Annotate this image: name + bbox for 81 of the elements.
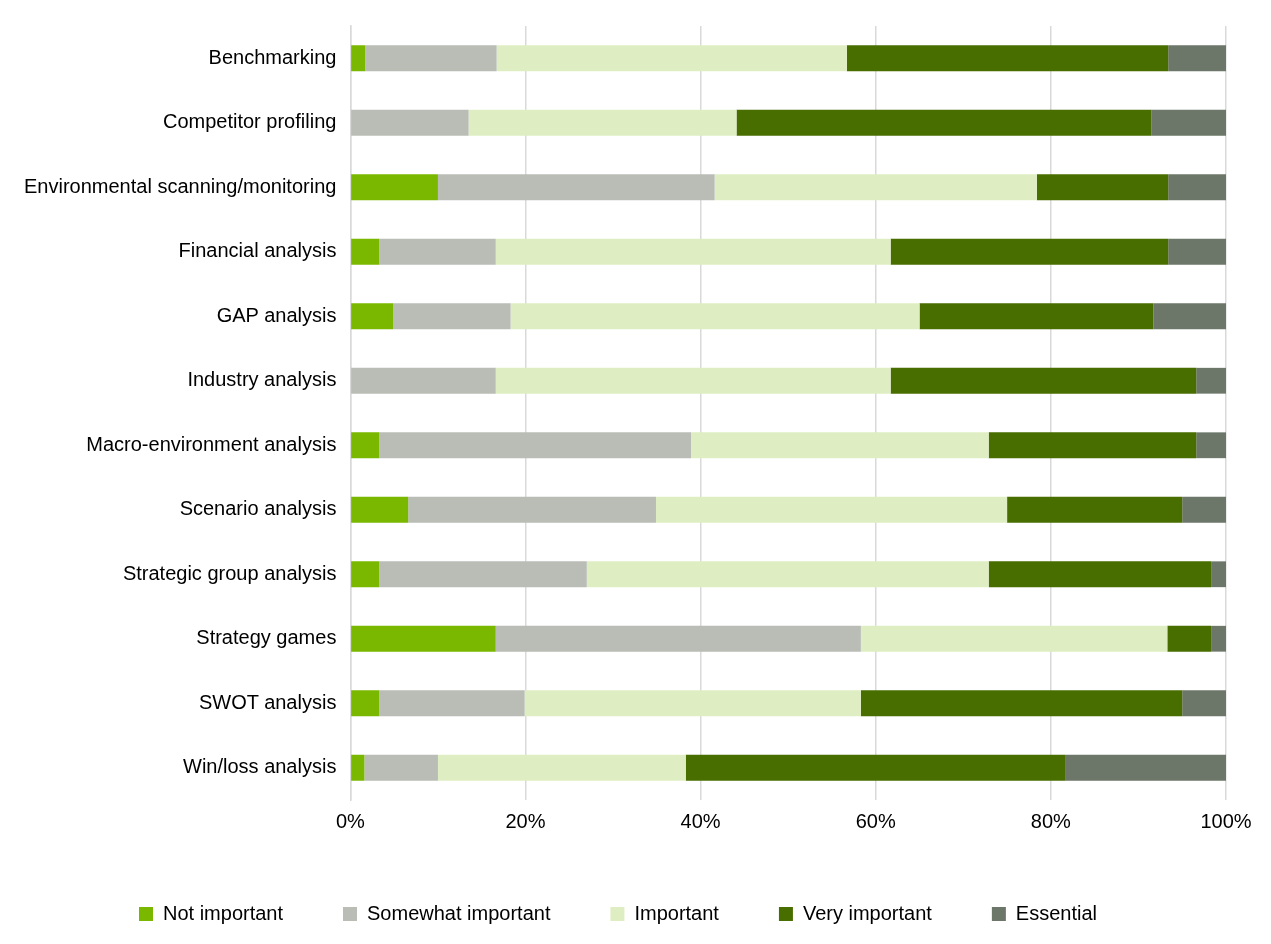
bar (714, 174, 1037, 201)
legend-label: Important (634, 901, 720, 924)
bar (351, 367, 496, 394)
y-tick-label: Macro-environment analysis (86, 432, 337, 455)
bar (351, 303, 394, 330)
bar (1168, 45, 1226, 72)
bar (379, 238, 496, 265)
y-tick-label: Environmental scanning/monitoring (23, 174, 337, 197)
y-tick-label: GAP analysis (216, 303, 337, 326)
bar (1151, 109, 1226, 136)
bar (351, 625, 496, 652)
bar (919, 303, 1154, 330)
bar (524, 690, 861, 717)
y-tick-label: Industry analysis (187, 368, 337, 391)
bar (496, 45, 847, 72)
bar (988, 561, 1212, 588)
bar (1211, 625, 1226, 652)
y-tick-label: Win/loss analysis (183, 755, 337, 778)
bar (351, 496, 409, 523)
bar (495, 625, 861, 652)
bar (408, 496, 656, 523)
bar (691, 432, 989, 459)
bar (379, 432, 691, 459)
bar (379, 561, 587, 588)
bar (586, 561, 989, 588)
bar (988, 432, 1197, 459)
bar (351, 432, 380, 459)
legend-label: Somewhat important (367, 901, 551, 924)
y-tick-label: Competitor profiling (162, 110, 337, 133)
legend-label: Very important (802, 901, 933, 924)
y-tick-label: Scenario analysis (179, 497, 337, 520)
legend-label: Essential (1015, 901, 1098, 924)
bar (890, 367, 1197, 394)
bar (655, 496, 1008, 523)
bar (351, 690, 380, 717)
x-tick-label: 40% (680, 809, 721, 832)
bar (1168, 174, 1226, 201)
y-tick-label: Financial analysis (178, 239, 337, 262)
bar (351, 238, 380, 265)
bar (510, 303, 920, 330)
bar (685, 754, 1066, 781)
bar (364, 754, 438, 781)
bar (495, 238, 891, 265)
bar (846, 45, 1169, 72)
bar (351, 45, 366, 72)
bar (437, 754, 686, 781)
bar (1196, 367, 1226, 394)
bar (351, 109, 469, 136)
x-tick-label: 80% (1030, 809, 1072, 832)
bar (1153, 303, 1226, 330)
bar (1211, 561, 1226, 588)
bar (468, 109, 737, 136)
bar (860, 625, 1168, 652)
bar (1167, 625, 1212, 652)
bar (379, 690, 525, 717)
x-tick-label: 0% (335, 809, 366, 832)
bar (437, 174, 715, 201)
bar (351, 174, 438, 201)
y-tick-label: SWOT analysis (198, 690, 337, 713)
x-tick-label: 20% (505, 809, 546, 832)
x-tick-label: 100% (1200, 809, 1252, 832)
bar (736, 109, 1152, 136)
x-tick-label: 60% (855, 809, 896, 832)
bar (1065, 754, 1226, 781)
bar (860, 690, 1183, 717)
bar (1036, 174, 1169, 201)
bar (1182, 496, 1226, 523)
bar (890, 238, 1169, 265)
legend-label: Not important (162, 901, 284, 924)
bar (1007, 496, 1183, 523)
bar (1196, 432, 1226, 459)
bar (365, 45, 497, 72)
bar (351, 561, 380, 588)
bar (1182, 690, 1226, 717)
bar (393, 303, 511, 330)
bar (1168, 238, 1226, 265)
y-tick-label: Strategy games (196, 626, 337, 649)
y-tick-label: Strategic group analysis (122, 561, 337, 584)
bar (495, 367, 891, 394)
bar (351, 754, 365, 781)
y-tick-label: Benchmarking (208, 45, 337, 68)
